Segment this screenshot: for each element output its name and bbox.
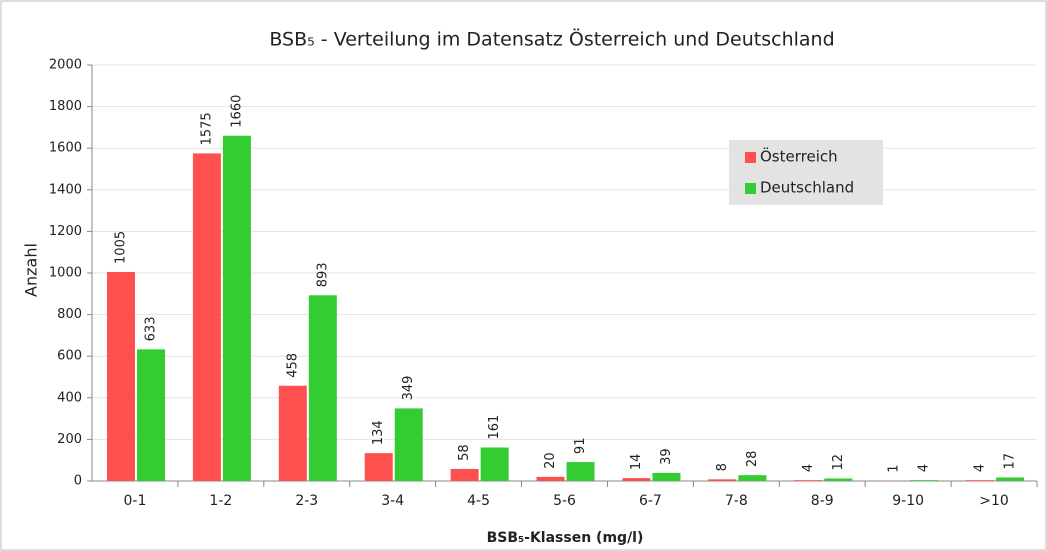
value-label: 1575: [199, 112, 214, 145]
x-tick-label: 4-5: [467, 493, 490, 509]
bar: [107, 271, 135, 481]
bar: [308, 295, 337, 481]
value-label: 134: [371, 420, 386, 445]
legend-swatch: [745, 152, 756, 163]
value-label: 39: [659, 448, 674, 465]
value-label: 12: [831, 454, 846, 471]
value-label: 4: [801, 464, 816, 472]
bar: [708, 479, 737, 481]
value-label: 458: [285, 353, 300, 378]
legend: [729, 140, 883, 205]
value-label: 17: [1003, 453, 1018, 470]
x-tick-label: 7-8: [725, 493, 748, 509]
bar: [536, 476, 565, 481]
value-label: 28: [745, 451, 760, 468]
legend-swatch: [745, 183, 756, 194]
x-tick-label: 6-7: [639, 493, 662, 509]
legend-label: Deutschland: [760, 179, 854, 197]
value-label: 14: [629, 454, 644, 471]
value-label: 893: [315, 262, 330, 287]
bar: [364, 453, 393, 481]
bar: [566, 462, 595, 481]
x-tick-label: 8-9: [811, 493, 834, 509]
y-tick-label: 200: [57, 432, 82, 447]
y-tick-label: 800: [57, 307, 82, 322]
value-label: 633: [144, 317, 159, 342]
x-tick-label: 9-10: [892, 493, 924, 509]
bar: [622, 478, 651, 481]
bar: [394, 408, 423, 481]
x-tick-label: 0-1: [124, 493, 147, 509]
bar: [222, 135, 251, 481]
y-tick-label: 400: [57, 390, 82, 405]
y-tick-label: 1600: [49, 141, 82, 156]
bar: [996, 477, 1025, 481]
bar: [480, 447, 509, 481]
y-tick-label: 1400: [49, 182, 82, 197]
x-tick-label: >10: [979, 493, 1009, 509]
bar: [137, 349, 165, 481]
y-tick-label: 1000: [49, 266, 82, 281]
bar: [824, 478, 853, 481]
bar: [794, 480, 823, 481]
y-tick-label: 1200: [49, 224, 82, 239]
x-tick-label: 5-6: [553, 493, 576, 509]
value-label: 1: [887, 465, 902, 473]
value-label: 161: [487, 415, 502, 440]
value-label: 1660: [229, 95, 244, 128]
x-tick-label: 3-4: [381, 493, 404, 509]
legend-label: Österreich: [760, 147, 838, 166]
y-axis-label: Anzahl: [22, 243, 41, 297]
value-label: 1005: [114, 231, 129, 264]
bar: [910, 480, 939, 481]
x-tick-label: 1-2: [209, 493, 232, 509]
y-tick-label: 1800: [49, 99, 82, 114]
bar: [966, 480, 995, 481]
y-tick-label: 2000: [49, 58, 82, 73]
bar: [450, 468, 479, 481]
y-tick-label: 600: [57, 349, 82, 364]
bar: [652, 472, 681, 481]
value-label: 91: [573, 438, 588, 455]
value-label: 20: [543, 452, 558, 469]
x-tick-label: 2-3: [295, 493, 318, 509]
x-axis-label: BSB₅-Klassen (mg/l): [487, 530, 644, 546]
value-label: 4: [973, 464, 988, 472]
value-label: 349: [401, 376, 416, 401]
bar: [278, 385, 307, 481]
value-label: 8: [715, 463, 730, 471]
y-tick-label: 0: [74, 474, 82, 489]
value-label: 58: [457, 444, 472, 461]
chart-title: BSB₅ - Verteilung im Datensatz Österreic…: [269, 28, 834, 51]
bar: [192, 153, 221, 481]
value-label: 4: [917, 464, 932, 472]
bar: [738, 475, 767, 481]
